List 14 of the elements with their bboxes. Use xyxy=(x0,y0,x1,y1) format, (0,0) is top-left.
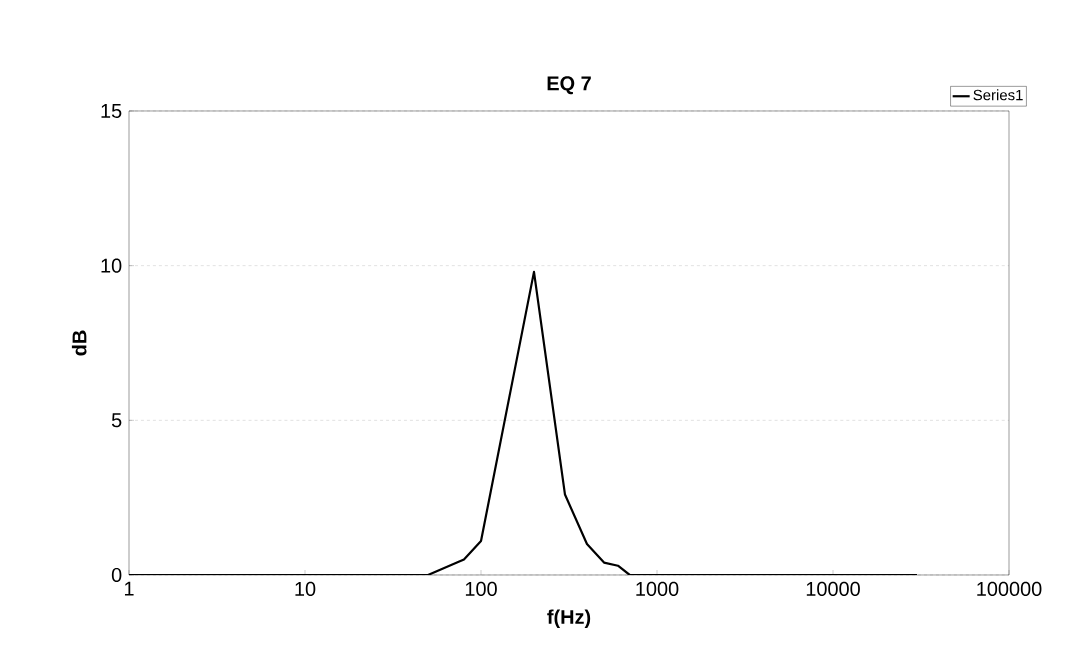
y-axis-title: dB xyxy=(71,330,87,356)
x-tick-label: 10000 xyxy=(806,581,860,596)
y-tick-label: 0 xyxy=(111,567,122,583)
chart-title: EQ 7 xyxy=(547,76,591,95)
y-tick-label: 15 xyxy=(101,104,122,118)
y-tick-label: 5 xyxy=(111,413,122,428)
x-tick-label: 100 xyxy=(465,581,497,596)
x-tick-label: 1000 xyxy=(636,581,679,596)
x-axis-title: f(Hz) xyxy=(547,609,591,628)
y-tick-label: 10 xyxy=(101,258,122,273)
x-tick-label: 10 xyxy=(295,581,316,596)
x-tick-label: 1 xyxy=(124,581,134,596)
x-tick-label: 100000 xyxy=(977,581,1042,596)
legend-label: Series1 xyxy=(973,89,1023,101)
